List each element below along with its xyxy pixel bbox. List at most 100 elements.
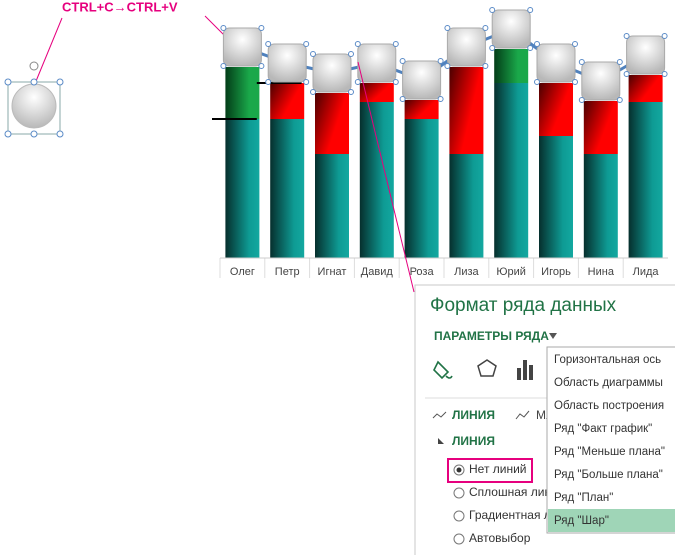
option-label[interactable]: Сплошная линия	[469, 485, 564, 499]
bar	[449, 67, 484, 154]
dropdown-item[interactable]: Область построения	[554, 400, 664, 412]
radio[interactable]	[453, 533, 465, 545]
radio[interactable]	[453, 510, 465, 522]
ball	[357, 43, 397, 83]
highlight	[447, 458, 533, 483]
dropdown-item[interactable]: Горизонтальная ось	[554, 354, 661, 366]
selected-item	[548, 509, 675, 532]
bar	[404, 100, 439, 119]
handle	[310, 89, 316, 95]
handle	[444, 63, 451, 69]
handle	[303, 79, 310, 85]
handle	[354, 79, 361, 85]
handle	[616, 59, 623, 65]
handle	[220, 63, 227, 69]
ball	[626, 35, 666, 75]
bar	[583, 154, 618, 258]
bar	[225, 67, 260, 119]
dropdown-item[interactable]: Ряд "План"	[554, 492, 613, 504]
section-header[interactable]: ПАРАМЕТРЫ РЯДА	[434, 329, 549, 343]
handle	[534, 79, 540, 85]
bar	[539, 83, 573, 136]
pane-title: Формат ряда данных	[430, 295, 617, 316]
bar	[583, 101, 618, 154]
options-icon[interactable]	[517, 360, 533, 380]
handle	[578, 59, 585, 65]
handle	[437, 58, 444, 64]
bar	[404, 119, 439, 258]
handle	[437, 96, 444, 102]
ball	[267, 43, 307, 83]
dropdown-item[interactable]: Ряд "Больше плана"	[554, 469, 663, 481]
bar	[225, 119, 260, 258]
x-tick-label: Юрий	[496, 266, 526, 278]
radio-dot	[456, 467, 462, 473]
handle	[265, 41, 272, 47]
handle	[392, 41, 399, 47]
dropdown	[546, 346, 675, 534]
handle	[220, 25, 227, 31]
bar	[494, 83, 529, 258]
handle	[661, 33, 668, 39]
handle	[348, 89, 354, 95]
dropdown-item[interactable]: Ряд "Шар"	[554, 515, 609, 527]
x-tick-label: Лиза	[454, 266, 479, 278]
fill-icon[interactable]	[433, 360, 453, 380]
handle	[392, 79, 399, 85]
bar	[494, 49, 529, 83]
handle	[489, 7, 496, 13]
handle	[661, 71, 668, 77]
handle	[348, 51, 354, 57]
bar	[315, 154, 349, 258]
bar	[628, 75, 663, 102]
option-label[interactable]: Нет линий	[469, 462, 527, 476]
x-tick-label: Игорь	[541, 266, 571, 278]
bar	[359, 83, 394, 102]
handle	[489, 45, 496, 51]
ball	[446, 27, 486, 67]
handle	[444, 25, 451, 31]
handle	[572, 79, 578, 85]
x-tick-label: Лида	[633, 266, 660, 278]
x-tick-label: Петр	[275, 266, 300, 278]
ball	[402, 60, 442, 100]
handle	[258, 25, 265, 31]
bar	[270, 119, 305, 258]
handle	[534, 41, 540, 47]
handle	[265, 79, 272, 85]
handle	[572, 41, 578, 47]
copied-ball	[4, 61, 64, 138]
handle	[399, 96, 406, 102]
pointer	[357, 61, 415, 293]
option-label[interactable]: Автовыбор	[469, 531, 531, 545]
handle	[258, 63, 265, 69]
pointer	[33, 17, 63, 87]
tab-line[interactable]: ЛИНИЯ	[452, 408, 495, 422]
dropdown-item[interactable]: Область диаграммы	[554, 377, 663, 389]
handle	[303, 41, 310, 47]
x-tick-label: Нина	[588, 266, 615, 278]
x-tick-label: Игнат	[318, 266, 347, 278]
bar	[270, 83, 305, 119]
ball	[222, 27, 262, 67]
handle	[310, 51, 316, 57]
dropdown-item[interactable]: Ряд "Факт график"	[554, 423, 652, 435]
handle	[354, 41, 361, 47]
handle	[527, 7, 534, 13]
bar	[359, 102, 394, 258]
effects-icon[interactable]	[477, 359, 497, 377]
x-tick-label: Давид	[361, 266, 394, 278]
x-tick-label: Роза	[410, 266, 435, 278]
dropdown-item[interactable]: Ряд "Меньше плана"	[554, 446, 665, 458]
ball	[581, 61, 621, 101]
bar	[315, 93, 349, 154]
group-header[interactable]: ЛИНИЯ	[452, 434, 495, 448]
handle	[482, 25, 489, 31]
handle	[399, 58, 406, 64]
x-tick-label: Олег	[230, 266, 255, 278]
radio[interactable]	[453, 487, 465, 499]
bar	[449, 154, 484, 258]
handle	[578, 97, 585, 103]
bar	[539, 136, 573, 258]
